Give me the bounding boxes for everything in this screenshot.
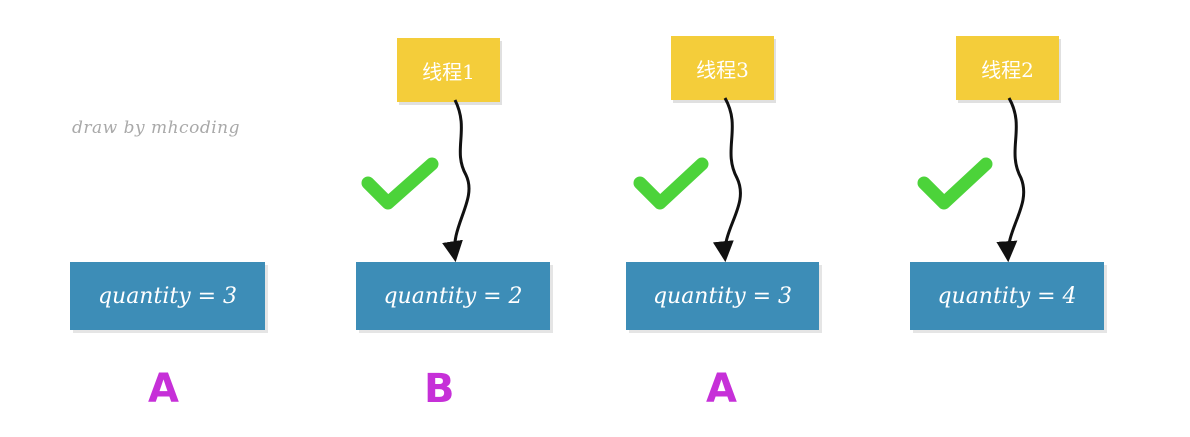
arrow-icon (712, 97, 742, 263)
arrow-icon (442, 99, 471, 263)
arrow-icon (996, 97, 1026, 263)
quantity-box-a1: quantity = 3 (70, 262, 265, 330)
checkmark-icon (633, 157, 709, 210)
quantity-box-b: quantity = 2 (356, 262, 550, 330)
checkmark-icon (361, 157, 439, 210)
letter-a-1: A (148, 366, 179, 412)
letter-a-2: A (706, 366, 737, 412)
thread-note-3: 线程3 (671, 36, 774, 100)
quantity-box-a2: quantity = 3 (626, 262, 819, 330)
quantity-box-c: quantity = 4 (910, 262, 1104, 330)
thread-note-2: 线程2 (956, 36, 1059, 100)
credit-text: draw by mhcoding (72, 118, 240, 138)
thread-note-1: 线程1 (397, 38, 500, 102)
letter-b: B (424, 366, 455, 412)
checkmark-icon (917, 157, 993, 210)
